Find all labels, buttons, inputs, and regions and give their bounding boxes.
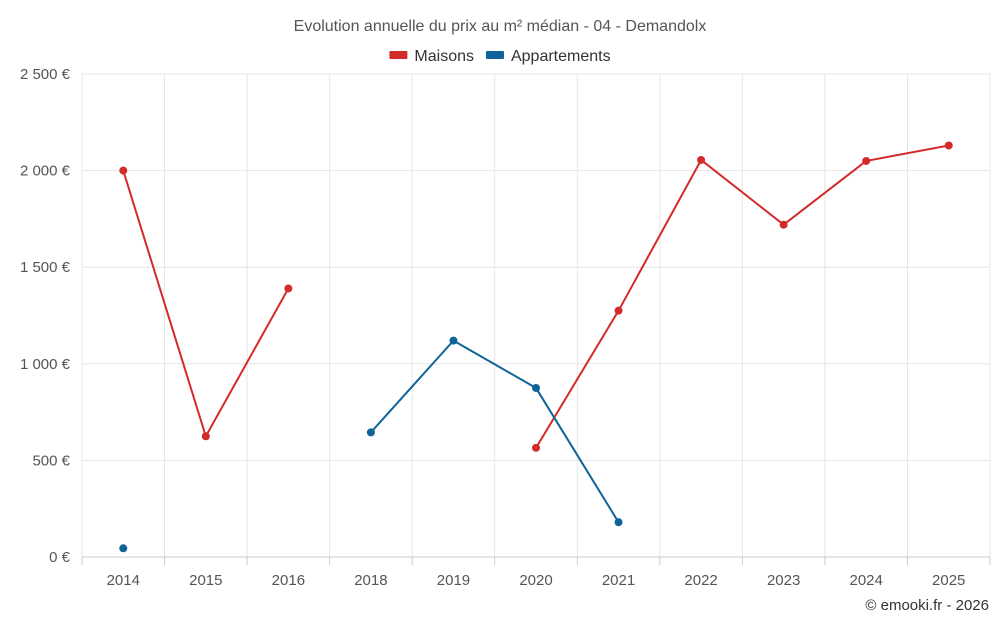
data-point[interactable] bbox=[284, 284, 293, 293]
legend-swatch bbox=[485, 51, 504, 59]
legend-swatch bbox=[389, 51, 408, 59]
y-tick-label: 2 500 € bbox=[20, 66, 71, 83]
x-tick-label: 2019 bbox=[437, 572, 470, 589]
y-tick-label: 2 000 € bbox=[20, 163, 71, 180]
series-line bbox=[122, 170, 290, 438]
data-point[interactable] bbox=[697, 155, 706, 164]
x-tick-label: 2018 bbox=[354, 572, 387, 589]
x-tick-label: 2024 bbox=[849, 572, 882, 589]
data-point[interactable] bbox=[449, 336, 458, 345]
data-point[interactable] bbox=[944, 141, 953, 150]
y-tick-label: 1 000 € bbox=[20, 356, 71, 373]
data-point[interactable] bbox=[614, 518, 623, 527]
y-tick-label: 0 € bbox=[49, 549, 71, 566]
data-point[interactable] bbox=[779, 220, 788, 229]
grid bbox=[81, 73, 991, 557]
data-point[interactable] bbox=[201, 432, 210, 441]
data-point[interactable] bbox=[119, 544, 128, 553]
chart-title: Evolution annuelle du prix au m² médian … bbox=[294, 18, 707, 35]
data-point[interactable] bbox=[614, 306, 623, 315]
legend-label: Maisons bbox=[414, 48, 474, 65]
x-tick-label: 2023 bbox=[767, 572, 800, 589]
legend: Maisons Appartements bbox=[389, 48, 611, 65]
x-tick-label: 2021 bbox=[602, 572, 635, 589]
y-tick-label: 500 € bbox=[32, 452, 70, 469]
y-tick-label: 1 500 € bbox=[20, 259, 71, 276]
series-line bbox=[370, 339, 620, 523]
x-tick-label: 2025 bbox=[932, 572, 965, 589]
series-line bbox=[535, 144, 949, 449]
legend-item-appartements[interactable]: Appartements bbox=[485, 48, 611, 65]
data-point[interactable] bbox=[532, 443, 540, 452]
data-point[interactable] bbox=[532, 383, 540, 392]
x-tick-label: 2020 bbox=[519, 572, 552, 589]
legend-item-maisons[interactable]: Maisons bbox=[389, 48, 474, 65]
series-maisons bbox=[119, 141, 953, 452]
legend-label: Appartements bbox=[511, 48, 611, 65]
data-point[interactable] bbox=[862, 156, 871, 165]
x-tick-label: 2014 bbox=[107, 572, 140, 589]
x-tick-label: 2016 bbox=[272, 572, 305, 589]
axes: 0 € 500 € 1 000 € 1 500 € 2 000 € 2 500 € 2014… bbox=[20, 66, 991, 589]
credit-text: © emooki.fr - 2026 bbox=[865, 597, 989, 614]
series-layer bbox=[119, 141, 953, 553]
x-tick-label: 2015 bbox=[189, 572, 222, 589]
series-appartements bbox=[119, 336, 623, 553]
x-tick-label: 2022 bbox=[684, 572, 717, 589]
data-point[interactable] bbox=[366, 428, 375, 437]
data-point[interactable] bbox=[119, 166, 128, 175]
